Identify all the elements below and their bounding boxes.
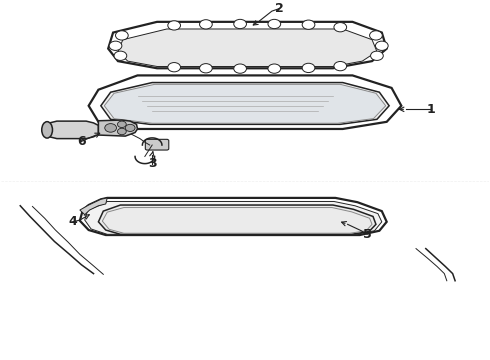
Polygon shape bbox=[98, 205, 376, 234]
Ellipse shape bbox=[42, 122, 52, 138]
Circle shape bbox=[302, 63, 315, 73]
Circle shape bbox=[168, 21, 180, 30]
Circle shape bbox=[118, 121, 126, 127]
Text: 1: 1 bbox=[426, 103, 435, 116]
Polygon shape bbox=[104, 84, 386, 123]
Circle shape bbox=[116, 31, 128, 40]
Polygon shape bbox=[89, 75, 401, 129]
Circle shape bbox=[168, 63, 180, 72]
Text: 2: 2 bbox=[275, 2, 284, 15]
Polygon shape bbox=[101, 82, 389, 124]
Circle shape bbox=[234, 19, 246, 29]
Polygon shape bbox=[118, 29, 377, 67]
Circle shape bbox=[334, 62, 346, 71]
Circle shape bbox=[268, 64, 281, 73]
Circle shape bbox=[125, 124, 135, 131]
Polygon shape bbox=[80, 198, 387, 235]
Circle shape bbox=[118, 128, 126, 135]
Circle shape bbox=[234, 64, 246, 73]
Circle shape bbox=[370, 51, 383, 60]
Text: 6: 6 bbox=[77, 135, 86, 148]
Circle shape bbox=[369, 31, 382, 40]
FancyBboxPatch shape bbox=[146, 139, 169, 150]
Polygon shape bbox=[47, 121, 98, 139]
Polygon shape bbox=[108, 22, 387, 68]
Circle shape bbox=[114, 51, 127, 60]
Circle shape bbox=[334, 23, 346, 32]
Polygon shape bbox=[80, 198, 107, 215]
Polygon shape bbox=[85, 202, 382, 234]
Circle shape bbox=[268, 19, 281, 29]
Polygon shape bbox=[98, 120, 138, 136]
Text: 4: 4 bbox=[69, 215, 77, 228]
Circle shape bbox=[109, 41, 122, 50]
Circle shape bbox=[375, 41, 388, 50]
Circle shape bbox=[105, 123, 117, 132]
Circle shape bbox=[302, 20, 315, 30]
Circle shape bbox=[199, 64, 212, 73]
Text: 5: 5 bbox=[363, 228, 371, 241]
Circle shape bbox=[199, 20, 212, 29]
Text: 3: 3 bbox=[148, 157, 156, 170]
